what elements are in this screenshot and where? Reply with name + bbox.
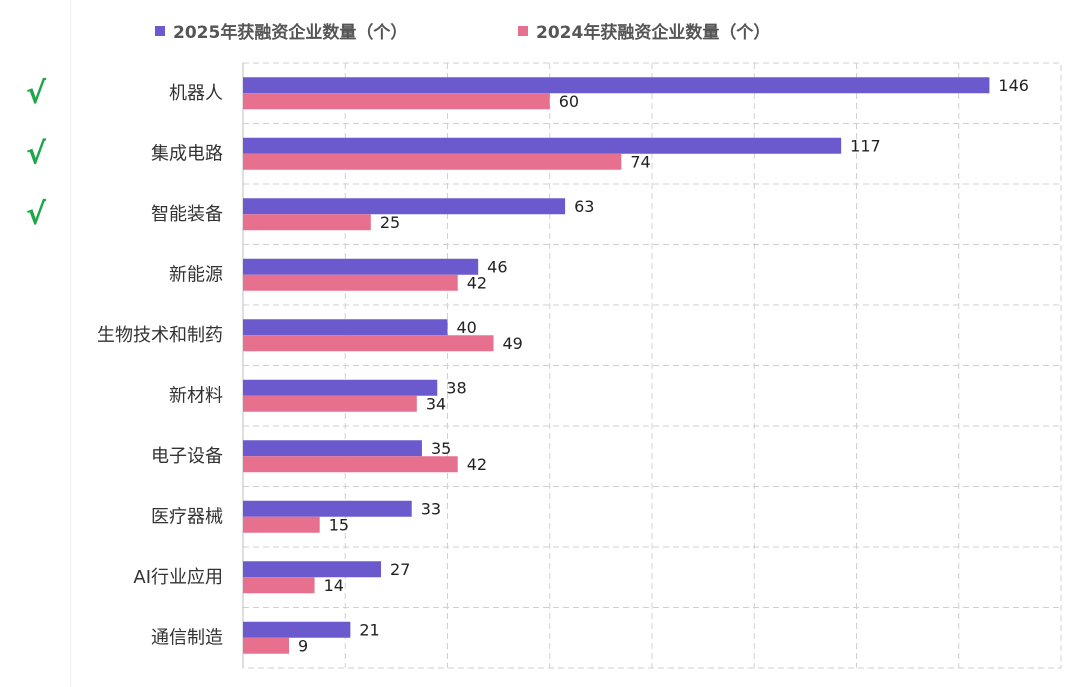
category-label: 智能装备 xyxy=(151,204,223,225)
bar-2025 xyxy=(243,137,842,154)
bar-2024 xyxy=(243,395,417,412)
category-label: 新材料 xyxy=(169,385,223,406)
data-label-2025: 38 xyxy=(446,378,466,397)
bar-2024 xyxy=(243,456,458,473)
legend-item-2025: 2025年获融资企业数量（个） xyxy=(155,18,407,43)
data-label-2024: 15 xyxy=(329,515,349,534)
data-label-2024: 74 xyxy=(630,152,650,171)
data-label-2024: 60 xyxy=(559,92,579,111)
category-label: AI行业应用 xyxy=(133,567,223,588)
data-label-2024: 42 xyxy=(467,273,487,292)
data-label-2024: 34 xyxy=(426,394,446,413)
category-label: 新能源 xyxy=(169,264,223,285)
bar-2025 xyxy=(243,258,479,275)
bar-2025 xyxy=(243,319,448,336)
data-label-2025: 27 xyxy=(390,560,410,579)
legend-item-2024: 2024年获融资企业数量（个） xyxy=(518,18,770,43)
legend-label-2025: 2025年获融资企业数量（个） xyxy=(173,23,408,43)
data-label-2024: 49 xyxy=(503,334,523,353)
bar-2025 xyxy=(243,621,351,638)
category-label: 生物技术和制药 xyxy=(97,325,223,346)
data-label-2024: 14 xyxy=(324,576,344,595)
data-label-2024: 25 xyxy=(380,213,400,232)
bar-2025 xyxy=(243,77,990,94)
bar-2024 xyxy=(243,153,622,170)
bar-2024 xyxy=(243,637,290,654)
legend: 2025年获融资企业数量（个） 2024年获融资企业数量（个） xyxy=(0,0,1080,60)
category-label: 电子设备 xyxy=(151,446,223,467)
data-label-2025: 146 xyxy=(998,76,1029,95)
data-label-2025: 33 xyxy=(421,499,441,518)
bar-2025 xyxy=(243,379,438,396)
bar-2024 xyxy=(243,516,320,533)
bar-2025 xyxy=(243,561,382,578)
data-label-2025: 35 xyxy=(431,439,451,458)
category-label: 通信制造 xyxy=(151,627,223,648)
bar-2024 xyxy=(243,214,371,231)
legend-swatch-2024 xyxy=(518,25,528,36)
category-label: 医疗器械 xyxy=(151,506,223,527)
bar-2025 xyxy=(243,440,422,457)
category-label: 集成电路 xyxy=(151,143,223,164)
bar-2024 xyxy=(243,93,550,110)
data-label-2025: 63 xyxy=(574,197,594,216)
data-label-2025: 40 xyxy=(457,318,477,337)
legend-label-2024: 2024年获融资企业数量（个） xyxy=(536,23,771,43)
check-icon: √ xyxy=(26,136,47,171)
bar-2025 xyxy=(243,500,412,517)
bar-2024 xyxy=(243,577,315,594)
data-label-2025: 46 xyxy=(487,257,507,276)
data-label-2025: 21 xyxy=(359,620,379,639)
check-icon: √ xyxy=(26,76,47,111)
data-label-2025: 117 xyxy=(850,136,881,155)
data-label-2024: 42 xyxy=(467,455,487,474)
bar-2025 xyxy=(243,198,566,215)
bar-2024 xyxy=(243,335,494,352)
check-icon: √ xyxy=(26,197,47,232)
bar-2024 xyxy=(243,274,458,291)
data-label-2024: 9 xyxy=(298,636,308,655)
left-margin-panel xyxy=(0,0,71,687)
category-label: 机器人 xyxy=(169,83,223,104)
legend-swatch-2025 xyxy=(155,25,165,36)
